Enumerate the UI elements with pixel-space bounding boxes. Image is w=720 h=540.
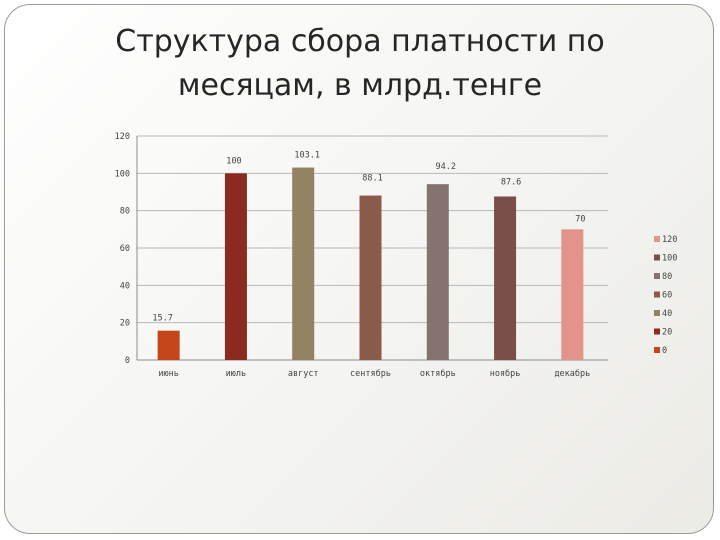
legend-label: 120 [662, 235, 677, 245]
bar [561, 229, 584, 360]
data-label: 87.6 [501, 177, 521, 187]
data-label: 103.1 [294, 151, 320, 161]
x-category-label: октябрь [420, 368, 456, 379]
legend-label: 80 [662, 272, 672, 282]
legend-swatch [654, 254, 660, 261]
legend-swatch [654, 347, 660, 353]
legend-swatch [654, 273, 660, 279]
legend-swatch [654, 291, 660, 298]
y-tick-label: 20 [120, 319, 130, 329]
x-category-label: декабрь [554, 368, 590, 379]
legend-label: 100 [662, 254, 677, 264]
y-tick-label: 0 [125, 356, 130, 366]
x-category-label: июль [226, 369, 246, 379]
data-label: 15.7 [152, 314, 172, 324]
bar [426, 184, 449, 360]
x-category-label: сентябрь [350, 368, 391, 379]
slide-title: Структура сбора платности по месяцам, в … [115, 24, 605, 103]
y-tick-label: 80 [120, 207, 130, 217]
x-category-label: июнь [158, 369, 178, 379]
legend-label: 40 [662, 309, 672, 319]
y-tick-label: 60 [120, 244, 130, 254]
y-tick-label: 100 [115, 169, 130, 179]
x-category-label: ноябрь [490, 368, 521, 379]
data-label: 88.1 [362, 174, 382, 184]
bar [292, 167, 315, 360]
legend-swatch [654, 236, 660, 242]
y-tick-label: 120 [115, 132, 130, 142]
y-tick-label: 40 [120, 281, 130, 291]
bar [494, 196, 517, 360]
data-label: 94.2 [436, 162, 456, 172]
legend-label: 0 [662, 346, 667, 356]
bar [359, 195, 382, 360]
bar [224, 173, 247, 360]
data-label: 70 [575, 214, 585, 224]
slide-frame [4, 4, 714, 534]
bar [157, 330, 180, 360]
legend-label: 60 [662, 291, 672, 301]
legend-label: 20 [662, 328, 672, 338]
legend-swatch [654, 328, 660, 335]
data-label: 100 [226, 156, 241, 166]
legend-swatch [654, 310, 660, 316]
x-category-label: август [288, 369, 319, 379]
